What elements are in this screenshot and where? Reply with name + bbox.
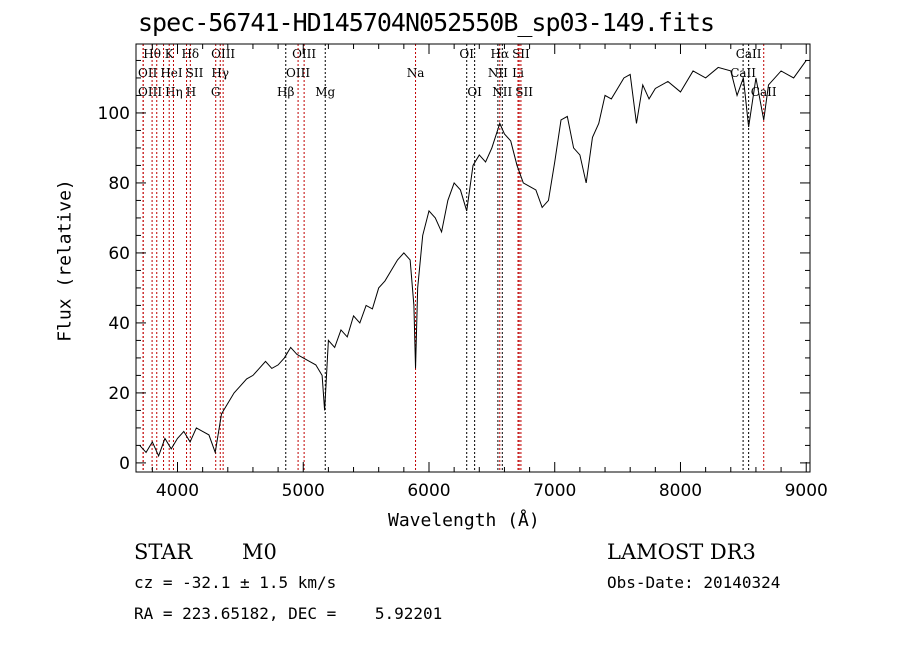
x-tick-label: 7000	[533, 481, 576, 501]
chart-title: spec-56741-HD145704N052550B_sp03-149.fit…	[138, 8, 715, 37]
spectral-line-label: Na	[407, 66, 425, 80]
spectral-line-label: OI	[459, 47, 474, 61]
redshift-cz: cz = -32.1 ± 1.5 km/s	[134, 573, 337, 592]
y-tick-label: 100	[98, 104, 130, 124]
spectral-line-label: OIII	[286, 66, 310, 80]
spectral-line-label: SII	[186, 66, 204, 80]
object-class: STAR	[134, 540, 193, 564]
y-tick-label: 40	[108, 314, 130, 334]
x-tick-label: 5000	[282, 481, 325, 501]
spectral-line-label: NII	[488, 66, 508, 80]
ra-dec: RA = 223.65182, DEC = 5.92201	[134, 604, 443, 623]
spectral-line-label: CaII	[736, 47, 762, 61]
y-tick-label: 20	[108, 384, 130, 404]
plot-frame	[135, 43, 811, 473]
y-tick-label: 60	[108, 244, 130, 264]
object-subclass: M0	[242, 540, 277, 564]
spectral-line-label: OIII	[292, 47, 316, 61]
spectral-line-label: H	[186, 85, 196, 99]
survey-name: LAMOST DR3	[607, 540, 756, 564]
spectral-line-label: OIII	[138, 85, 162, 99]
spectral-line-label: Hγ	[211, 66, 229, 80]
spectral-line-label: NII	[492, 85, 512, 99]
y-tick-label: 0	[119, 454, 130, 474]
x-tick-label: 8000	[659, 481, 702, 501]
y-tick-label: 80	[108, 174, 130, 194]
spectral-line-label: Mg	[315, 85, 335, 99]
obs-date: Obs-Date: 20140324	[607, 573, 781, 592]
spectral-line-label: SII	[515, 85, 533, 99]
spectral-line-label: OIII	[211, 47, 235, 61]
spectral-line-label: Hβ	[277, 85, 294, 99]
spectral-line-label: Hδ	[181, 47, 199, 61]
spectral-line-label: Hα	[490, 47, 509, 61]
spectral-line-label: K	[165, 47, 175, 61]
spectral-line-label: Hθ	[143, 47, 161, 61]
spectral-line-label: G	[211, 85, 221, 99]
spectrum-line	[139, 60, 807, 458]
y-axis-label: Flux (relative)	[54, 179, 76, 342]
spectral-line-label: Li	[512, 66, 524, 80]
spectral-line-label: OI	[467, 85, 482, 99]
x-tick-label: 9000	[785, 481, 828, 501]
x-tick-label: 4000	[156, 481, 199, 501]
spectral-line-label: CaII	[730, 66, 756, 80]
x-tick-label: 6000	[407, 481, 450, 501]
spectral-line-label: CaII	[751, 85, 777, 99]
spectral-line-label: HeI	[160, 66, 183, 80]
x-axis-label: Wavelength (Å)	[388, 510, 540, 531]
